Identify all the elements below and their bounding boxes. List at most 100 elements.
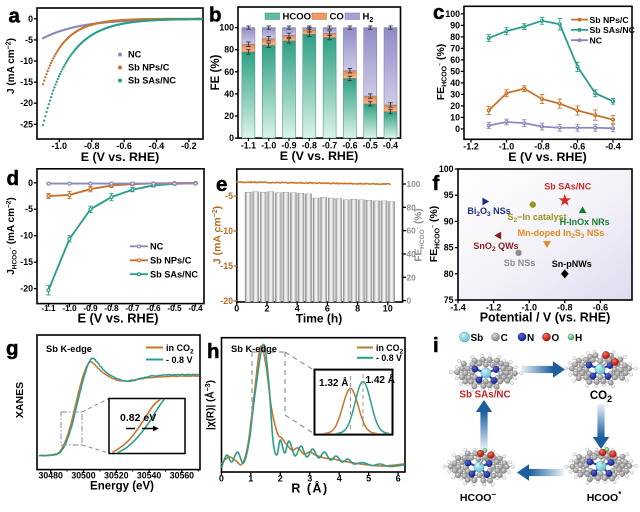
svg-text:-0.9: -0.9 <box>83 303 98 313</box>
svg-text:c: c <box>433 1 444 24</box>
svg-text:30480: 30480 <box>39 470 63 480</box>
svg-text:-0.5: -0.5 <box>363 141 378 151</box>
svg-text:80: 80 <box>224 45 234 55</box>
svg-text:75: 75 <box>444 295 454 305</box>
svg-text:d: d <box>7 167 20 190</box>
svg-text:HCOO−: HCOO− <box>460 490 497 504</box>
svg-text:-1.1: -1.1 <box>41 303 56 313</box>
svg-text:80: 80 <box>444 269 454 279</box>
svg-text:-1.0: -1.0 <box>521 303 537 313</box>
svg-text:2: 2 <box>264 304 269 314</box>
svg-text:Sn-pNWs: Sn-pNWs <box>552 259 592 269</box>
svg-text:30500: 30500 <box>71 470 95 480</box>
svg-text:-0.4: -0.4 <box>383 141 398 151</box>
svg-text:100: 100 <box>407 179 421 189</box>
svg-text:-0.4: -0.4 <box>188 303 203 313</box>
svg-text:60: 60 <box>450 55 460 65</box>
svg-text:N: N <box>527 333 534 344</box>
svg-text:0: 0 <box>407 296 412 306</box>
svg-text:30520: 30520 <box>104 470 128 480</box>
svg-text:E (V vs. RHE): E (V vs. RHE) <box>81 150 160 164</box>
svg-text:-0.8: -0.8 <box>534 142 550 152</box>
svg-text:g: g <box>6 337 19 360</box>
svg-text:Sb NPs/C: Sb NPs/C <box>128 63 170 73</box>
svg-text:-0.8: -0.8 <box>104 303 119 313</box>
svg-text:H2: H2 <box>363 12 374 25</box>
svg-text:f: f <box>433 172 440 195</box>
svg-text:Sb NPs/C: Sb NPs/C <box>150 256 192 266</box>
svg-text:0: 0 <box>28 14 33 24</box>
svg-text:-1.4: -1.4 <box>450 303 466 313</box>
svg-text:-5: -5 <box>25 204 33 214</box>
svg-text:CO2: CO2 <box>590 390 612 404</box>
svg-text:XANES: XANES <box>14 382 26 418</box>
svg-text:80: 80 <box>407 202 417 212</box>
svg-text:10: 10 <box>383 304 393 314</box>
svg-text:70: 70 <box>450 43 460 53</box>
svg-text:100: 100 <box>439 164 454 174</box>
svg-text:J (mA cm−2): J (mA cm−2) <box>6 38 18 94</box>
svg-text:-0.9: -0.9 <box>281 141 296 151</box>
svg-text:-5: -5 <box>25 35 33 45</box>
svg-text:Sb K-edge: Sb K-edge <box>231 344 277 354</box>
svg-text:-0.8: -0.8 <box>557 303 573 313</box>
svg-text:-1.0: -1.0 <box>62 303 77 313</box>
svg-text:8: 8 <box>355 304 360 314</box>
svg-text:R (Å): R (Å) <box>291 481 328 496</box>
svg-text:-1.0: -1.0 <box>261 141 276 151</box>
svg-text:in CO2: in CO2 <box>166 343 194 356</box>
svg-text:40: 40 <box>224 89 234 99</box>
svg-text:Sb SAs/NC: Sb SAs/NC <box>150 269 198 279</box>
svg-text:90: 90 <box>444 216 454 226</box>
svg-text:-0.8: -0.8 <box>302 141 317 151</box>
svg-text:|χ(R)| (Å−3): |χ(R)| (Å−3) <box>204 380 217 430</box>
svg-text:-1.1: -1.1 <box>241 141 256 151</box>
svg-text:Sb NSs: Sb NSs <box>504 258 536 268</box>
svg-text:50: 50 <box>450 66 460 76</box>
svg-text:30560: 30560 <box>170 470 194 480</box>
svg-text:-0.6: -0.6 <box>116 141 132 151</box>
svg-text:H: H <box>575 333 582 344</box>
svg-text:10: 10 <box>450 112 460 122</box>
svg-text:80: 80 <box>450 32 460 42</box>
svg-text:O: O <box>552 333 560 344</box>
svg-text:-20: -20 <box>20 284 33 294</box>
svg-text:E (V vs. RHE): E (V vs. RHE) <box>508 150 587 164</box>
svg-text:HCOO*: HCOO* <box>587 490 623 504</box>
svg-text:4: 4 <box>337 474 342 484</box>
svg-text:Sb NPs/C: Sb NPs/C <box>590 15 630 25</box>
svg-text:2: 2 <box>278 474 283 484</box>
svg-text:5: 5 <box>366 474 371 484</box>
svg-text:i: i <box>433 334 439 357</box>
svg-text:J (mA cm−2): J (mA cm−2) <box>212 206 224 264</box>
svg-text:E (V vs. RHE): E (V vs. RHE) <box>77 311 158 326</box>
svg-text:-0.2: -0.2 <box>181 141 197 151</box>
svg-text:a: a <box>9 5 21 28</box>
svg-text:40: 40 <box>407 249 417 259</box>
svg-text:0: 0 <box>234 304 239 314</box>
svg-text:-0.6: -0.6 <box>570 142 586 152</box>
svg-text:1.42 Å: 1.42 Å <box>366 373 395 386</box>
svg-text:30540: 30540 <box>137 470 161 480</box>
svg-text:e: e <box>216 173 227 196</box>
svg-text:-0.8: -0.8 <box>84 141 100 151</box>
svg-text:-15: -15 <box>20 257 33 267</box>
svg-text:-0.7: -0.7 <box>125 303 140 313</box>
svg-text:0: 0 <box>219 474 224 484</box>
svg-text:-25: -25 <box>20 119 33 129</box>
svg-text:0: 0 <box>28 178 33 188</box>
svg-text:-15: -15 <box>20 77 33 87</box>
svg-text:0.82 eV: 0.82 eV <box>120 412 156 424</box>
svg-text:-10: -10 <box>220 226 233 236</box>
svg-text:Sb: Sb <box>471 333 484 344</box>
svg-text:-10: -10 <box>20 231 33 241</box>
svg-text:-0.6: -0.6 <box>342 141 357 151</box>
svg-text:-5: -5 <box>225 191 233 201</box>
svg-text:Energy (eV): Energy (eV) <box>90 481 154 493</box>
svg-text:Sb SAs/NC: Sb SAs/NC <box>544 181 592 191</box>
svg-text:85: 85 <box>444 243 454 253</box>
svg-text:E (V vs. RHE): E (V vs. RHE) <box>280 149 359 163</box>
svg-text:95: 95 <box>444 190 454 200</box>
svg-text:in CO2: in CO2 <box>376 343 403 356</box>
svg-text:-1.2: -1.2 <box>463 142 479 152</box>
